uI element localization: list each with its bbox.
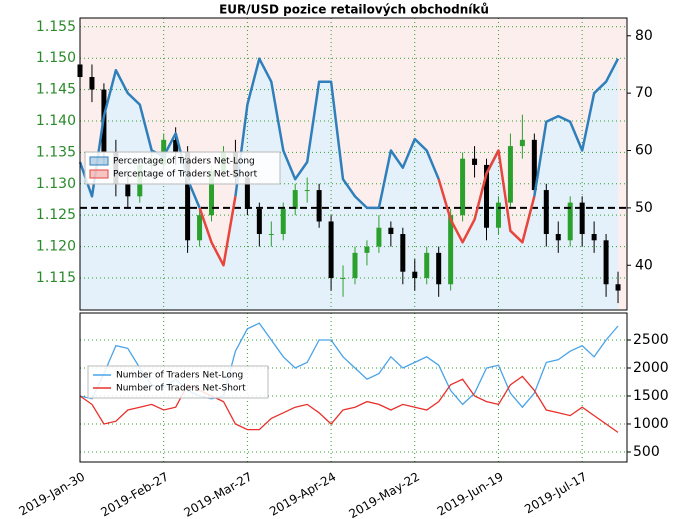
candle-body [364, 246, 370, 253]
legend: Percentage of Traders Net-Long Percentage… [84, 151, 281, 185]
y-tick-label: 1.155 [36, 19, 76, 35]
candle-body [460, 158, 466, 216]
candle-body [507, 146, 513, 203]
candle-body [519, 139, 525, 147]
candle-body [244, 177, 250, 209]
candle-body [316, 190, 322, 222]
legend-label: Percentage of Traders Net-Long [113, 157, 255, 167]
y2-tick-label: 60 [635, 143, 653, 159]
x-tick-label: 2019-Apr-24 [267, 470, 338, 519]
y-tick-label: 1.125 [36, 207, 76, 223]
candle-body [484, 164, 490, 228]
candle-body [89, 77, 95, 90]
candle-body [591, 234, 597, 241]
y-tick-label: 1.150 [36, 50, 76, 66]
legend-box [87, 365, 269, 399]
candle-body [388, 227, 394, 235]
x-tick-label: 2019-May-22 [347, 470, 422, 519]
candle-body [125, 183, 131, 197]
candle-body [292, 190, 298, 209]
candle-body [280, 208, 286, 235]
candle-body [436, 252, 442, 285]
plot-frame [79, 312, 628, 463]
percentage-line [78, 57, 620, 210]
y-tick-label: 1.130 [36, 176, 76, 192]
legend-swatch [89, 156, 109, 166]
y-tick-label: 1.120 [36, 239, 76, 255]
x-tick-label: 2019-Jan-30 [16, 470, 87, 519]
y-tick-label: 2000 [633, 360, 669, 376]
candle-body [567, 202, 573, 241]
candle-body [352, 252, 358, 278]
legend-label: Number of Traders Net-Short [116, 384, 246, 394]
candle-body [448, 215, 454, 285]
candle-body [256, 208, 262, 235]
y2-tick-label: 70 [635, 85, 653, 101]
legend-swatch [89, 169, 109, 179]
candle-body [304, 190, 310, 192]
y-tick-label: 1.135 [36, 144, 76, 160]
candle-body [495, 202, 501, 228]
y2-tick-label: 80 [635, 28, 653, 44]
legend-box [84, 151, 281, 185]
candle-body [424, 252, 430, 278]
y-tick-label: 1.145 [36, 82, 76, 98]
y2-tick-label: 40 [635, 257, 653, 273]
candle-body [555, 234, 561, 241]
candle-body [543, 190, 549, 235]
x-tick-label: 2019-Mar-27 [182, 470, 255, 519]
candle-body [472, 158, 478, 165]
y2-tick-label: 50 [635, 200, 653, 216]
net-long-area [80, 58, 619, 311]
legend-label: Number of Traders Net-Long [116, 371, 243, 381]
candle-body [603, 240, 609, 285]
candle-body [376, 227, 382, 247]
candle-body [173, 139, 179, 153]
x-tick-label: 2019-Jul-17 [522, 470, 589, 517]
y-tick-label: 1.115 [36, 270, 76, 286]
percentage-line [198, 149, 536, 267]
candle-body [185, 152, 191, 241]
x-tick-label: 2019-Feb-27 [98, 470, 171, 519]
chart-title: EUR/USD pozice retailových obchodníků [219, 3, 489, 17]
candle-body [579, 202, 585, 235]
candle-body [209, 171, 215, 216]
y-tick-label: 500 [633, 444, 660, 460]
y-tick-label: 1.140 [36, 113, 76, 129]
legend: Number of Traders Net-Long Number of Trad… [87, 365, 269, 399]
candle-body [340, 277, 346, 279]
traders-line [79, 375, 619, 433]
y-tick-label: 1500 [633, 388, 669, 404]
plot-frame [79, 17, 628, 311]
candle-body [531, 139, 537, 191]
candle-body [615, 284, 621, 291]
y-tick-label: 1000 [633, 416, 669, 432]
candle-body [328, 221, 334, 278]
candle-body [412, 271, 418, 278]
x-tick-label: 2019-Jun-19 [435, 470, 506, 519]
candle-body [197, 215, 203, 241]
candle-body [400, 234, 406, 272]
legend-label: Percentage of Traders Net-Short [113, 170, 258, 180]
candle-body [268, 234, 274, 236]
y-tick-label: 2500 [633, 332, 669, 348]
